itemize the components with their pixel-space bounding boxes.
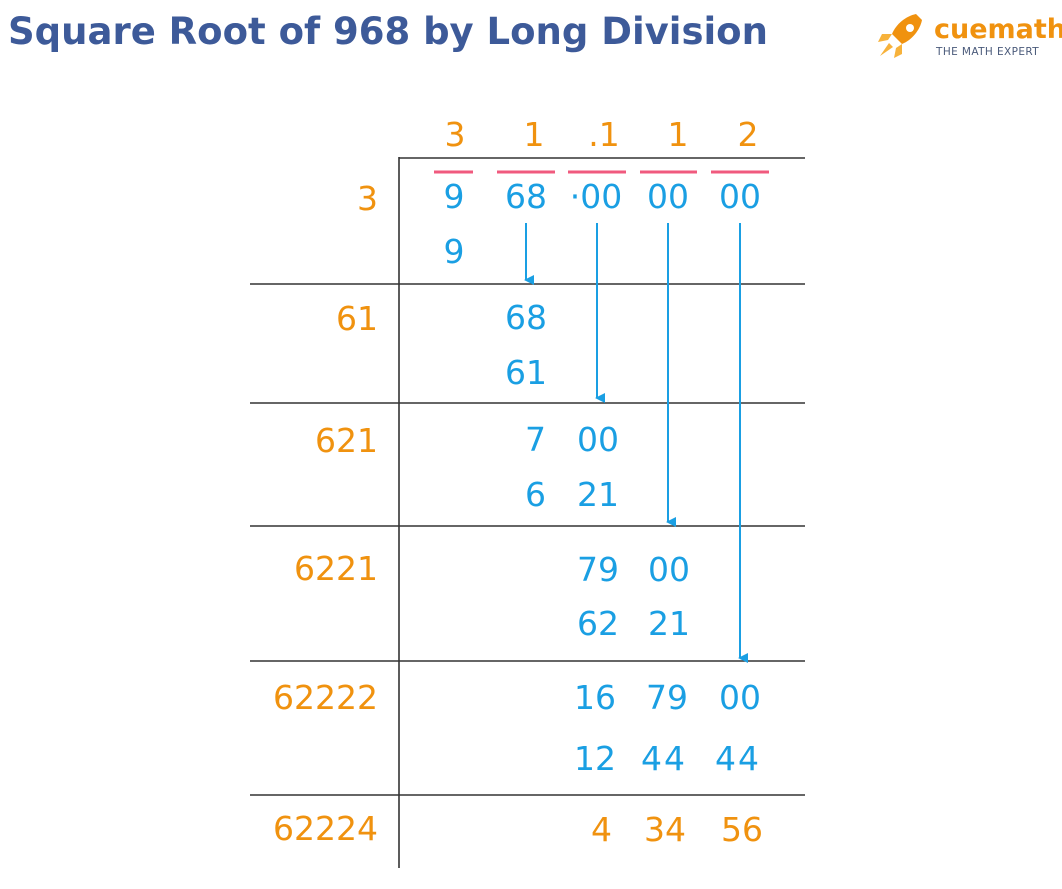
subtrahend: 21 — [648, 604, 690, 643]
quotient-digit: 1 — [523, 115, 545, 154]
divisor: 621 — [315, 421, 378, 460]
subtrahend: 44 — [641, 739, 687, 778]
remainder: 4 — [591, 810, 612, 849]
dividend-group: 00 — [719, 177, 761, 216]
logo-tagline: THE MATH EXPERT — [936, 46, 1040, 58]
divisor: 61 — [336, 299, 378, 338]
remainder: 34 — [644, 810, 686, 849]
subtrahend: 6 — [525, 475, 546, 514]
subtrahend: 44 — [715, 739, 761, 778]
subtrahend: 61 — [505, 353, 547, 392]
quotient-digit: 3 — [444, 115, 466, 154]
page-title: Square Root of 968 by Long Division — [8, 10, 768, 53]
dividend-group: 9 — [443, 177, 465, 216]
quotient-digit: 1 — [667, 115, 689, 154]
subtrahend: 21 — [577, 475, 619, 514]
partial-dividend: 00 — [648, 550, 690, 589]
dividend-group: 68 — [505, 177, 547, 216]
subtrahend: 12 — [574, 739, 616, 778]
partial-dividend: 16 — [574, 678, 616, 717]
dividend-group: 00 — [647, 177, 689, 216]
divisor: 3 — [357, 179, 378, 218]
partial-dividend: 79 — [577, 550, 619, 589]
partial-dividend: 68 — [505, 298, 547, 337]
partial-dividend: 79 — [646, 678, 688, 717]
divisor: 62222 — [273, 678, 378, 717]
dividend-group: ·00 — [569, 177, 623, 216]
subtrahend: 9 — [443, 232, 465, 271]
divisor: 62224 — [273, 809, 378, 848]
logo-wordmark: cuemath — [934, 14, 1062, 45]
rocket-icon — [872, 10, 928, 66]
partial-dividend: 00 — [577, 420, 619, 459]
divisor: 6221 — [294, 549, 378, 588]
remainder: 56 — [721, 810, 763, 849]
quotient-digit: 2 — [737, 115, 759, 154]
partial-dividend: 7 — [525, 420, 546, 459]
subtrahend: 62 — [577, 604, 619, 643]
cuemath-logo: cuemath THE MATH EXPERT — [872, 10, 1062, 66]
quotient-digit: .1 — [588, 115, 620, 154]
partial-dividend: 00 — [719, 678, 761, 717]
